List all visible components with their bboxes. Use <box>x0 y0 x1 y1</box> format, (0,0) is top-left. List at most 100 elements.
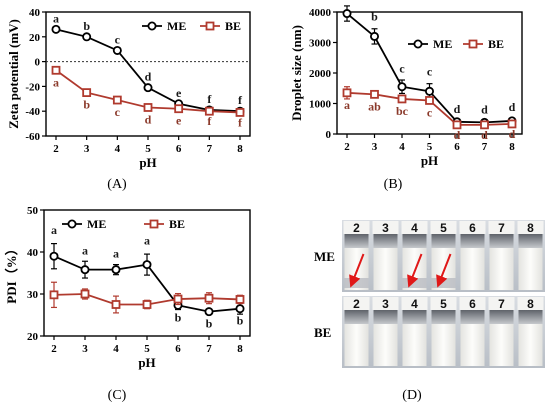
vial-cap <box>460 234 485 248</box>
x-tick-label: 5 <box>145 143 151 155</box>
vial: 4 <box>401 297 428 366</box>
significance-letter: a <box>82 244 88 258</box>
x-tick-label: 7 <box>206 343 212 355</box>
legend-entry-be: BE <box>463 37 504 51</box>
vial-number-strip <box>459 221 486 234</box>
panel-a-zeta-potential: 40 20 0 -20 -40 -60 2 3 4 5 6 7 8 pH Zeta potential (m… <box>6 7 251 170</box>
data-point <box>80 265 90 275</box>
vial-number-strip <box>459 297 486 310</box>
red-arrow <box>436 253 452 288</box>
significance-letter: c <box>427 105 433 119</box>
significance-letter: d <box>481 128 488 142</box>
vial-number: 7 <box>498 221 505 235</box>
vial-cap <box>344 234 369 248</box>
row-label: ME <box>314 249 335 264</box>
legend-marker <box>468 39 478 49</box>
data-point <box>143 83 153 93</box>
series-be <box>342 86 517 130</box>
vial-body <box>518 324 543 366</box>
significance-letter: a <box>344 98 350 112</box>
legend-label: BE <box>488 37 504 51</box>
series-be <box>51 65 245 117</box>
data-point <box>112 45 122 55</box>
data-point <box>235 295 245 304</box>
y-axis-label: PDI（%） <box>4 242 19 303</box>
legend-entry-me: ME <box>62 217 106 231</box>
y-tick-label: 40 <box>29 7 41 19</box>
vial-body <box>373 248 398 290</box>
vial: 8 <box>517 221 544 290</box>
legend-entry-me: ME <box>142 19 186 33</box>
data-point <box>142 300 152 309</box>
vial-body <box>489 324 514 366</box>
x-axis-label: pH <box>139 155 156 170</box>
vial: 7 <box>488 221 515 290</box>
vial-cap <box>373 234 398 248</box>
significance-letter: f <box>238 93 243 107</box>
x-tick-label: 4 <box>113 343 119 355</box>
significance-letter: b <box>175 310 182 324</box>
x-axis-label: pH <box>421 153 438 168</box>
data-point <box>204 293 214 303</box>
x-tick-label: 8 <box>509 141 515 153</box>
significance-letter: e <box>176 114 182 128</box>
y-tick-label: 0 <box>326 129 332 141</box>
legend-label: ME <box>433 37 452 51</box>
vial: 7 <box>488 297 515 366</box>
vial-number: 5 <box>440 297 447 311</box>
vial-number-strip <box>372 297 399 310</box>
legend-entry-be: BE <box>144 217 185 231</box>
panel-b-droplet-size: 0 1000 2000 3000 4000 2 3 4 5 6 7 8 pH Droplet size (… <box>289 5 523 168</box>
vial: 3 <box>372 221 399 290</box>
significance-letter: d <box>145 70 152 84</box>
vial-cap <box>431 310 456 324</box>
red-arrow <box>349 253 365 288</box>
significance-letter: b <box>206 317 213 331</box>
x-tick-label: 3 <box>84 143 90 155</box>
series-be <box>49 281 245 314</box>
vial-number-strip <box>488 221 515 234</box>
data-point <box>204 307 214 317</box>
serum-layer <box>344 278 369 288</box>
vial-number-strip <box>517 221 544 234</box>
vial-number: 8 <box>527 221 534 235</box>
data-point <box>112 95 122 105</box>
legend-marker <box>147 21 157 31</box>
y-tick-label: 40 <box>27 247 39 259</box>
vial-row-me: ME 2 3 4 5 6 7 8 <box>314 220 545 292</box>
vial: 5 <box>430 221 457 290</box>
significance-letter: a <box>53 11 59 25</box>
significance-letter: ab <box>368 99 381 113</box>
significance-letter: b <box>83 98 90 112</box>
significance-letter: c <box>115 105 121 119</box>
data-point <box>369 31 379 41</box>
data-point <box>80 289 90 299</box>
x-axis-label: pH <box>138 355 155 370</box>
vial-number-strip <box>488 297 515 310</box>
x-tick-label: 4 <box>115 143 121 155</box>
y-tick-label: -40 <box>25 106 40 118</box>
data-point <box>111 265 121 275</box>
vial: 5 <box>430 297 457 366</box>
red-arrow <box>407 253 423 288</box>
y-tick-label: -60 <box>25 131 40 143</box>
significance-letter: d <box>454 128 461 142</box>
legend-marker <box>205 21 215 31</box>
data-point <box>342 9 352 19</box>
data-point <box>235 108 245 117</box>
data-point <box>204 106 214 116</box>
vial-number: 7 <box>498 297 505 311</box>
significance-letter: f <box>238 115 243 129</box>
y-axis-label: Zeta potential (mV) <box>6 19 21 129</box>
vial-body <box>460 248 485 290</box>
legend-label: ME <box>87 217 106 231</box>
vial-cap <box>402 310 427 324</box>
y-tick-label: 30 <box>27 289 39 301</box>
data-point <box>49 290 59 300</box>
legend-marker <box>413 39 423 49</box>
vial-body <box>373 324 398 366</box>
vial-number: 2 <box>353 297 360 311</box>
significance-letter: bc <box>396 104 409 118</box>
vial-body <box>344 324 369 366</box>
